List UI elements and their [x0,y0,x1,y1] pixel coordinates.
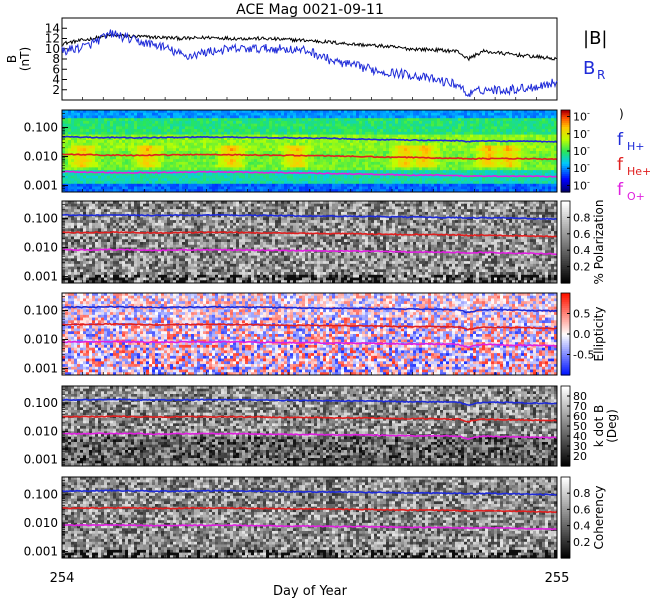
panel5-y-tick-label: 0.001 [24,453,58,467]
spectrogram-panel-3: 0.001 0.010 0.100 0.2 0.4 0.6 0.8 [24,201,591,284]
legend-freq-1-sub: He+ [627,165,650,178]
panel3-colorbar-tick-label: 0.4 [573,244,591,257]
panel2-colorbar-tick-label: 10 [573,128,587,141]
panel6-colorbar-tick-label: 0.6 [573,503,591,516]
panel2-colorbar-tick-label: 10 [573,179,587,192]
panel5-colorbar-tick-label: 80 [573,390,587,403]
x-tick-label: 254 [50,571,75,586]
panel5-y-tick-label: 0.010 [24,424,58,438]
legend-freq-2: f [617,180,624,200]
panel6-colorbar: 0.2 0.4 0.6 0.8 [561,477,591,559]
panel6-y-tick-label: 0.010 [24,516,58,530]
b-y-axis-label: B (nT) [5,47,32,71]
ellipticity-colorbar-label: Ellipticity [592,307,606,362]
panel2-y-tick-label: 0.001 [24,179,58,193]
panel4-colorbar-tick-label: 0.5 [573,308,591,321]
panel3-y-tick-label: 0.100 [24,211,58,225]
panel6-colorbar-tick-label: 0.8 [573,487,591,500]
legend-b-total: |B| [583,28,607,49]
panel6-colorbar-tick-label: 0.4 [573,520,591,533]
b-y-tick-label: 14 [45,21,60,35]
legend-b-radial: B [583,58,595,79]
panel4-colorbar-tick-label: 0.0 [573,328,591,341]
b-panel-frame [62,18,557,100]
panel6-y-tick-label: 0.001 [24,545,58,559]
svg-text:B: B [5,55,19,63]
b-legend: |B| B R [583,28,607,82]
legend-b-radial-sub: R [597,68,605,82]
legend-freq-0: f [617,130,624,150]
panel2-y-tick-label: 0.010 [24,150,58,164]
x-axis-label: Day of Year [273,584,348,599]
panel3-y-tick-label: 0.001 [24,270,58,284]
panel6-colorbar-tick-label: 0.2 [573,536,591,549]
panel6-y-tick-label: 0.100 [24,487,58,501]
x-tick-label: 255 [545,571,570,586]
panel3-colorbar-tick-label: 0.8 [573,211,591,224]
kdotb-colorbar-label: k dot B (Deg) [592,405,619,447]
panel2-colorbar-tick-label: 10 [573,162,587,175]
legend-freq-0-sub: H+ [627,140,645,153]
panel3-colorbar-tick-label: 0.6 [573,228,591,241]
panel3-colorbar-tick-label: 0.2 [573,261,591,274]
panel4-colorbar: -0.50.00.5 [561,293,594,376]
polarization-colorbar-label: % Polarization [592,200,606,285]
spectrogram-panel-6: 0.001 0.010 0.100 0.2 0.4 0.6 0.8 [24,477,591,559]
panel2-colorbar-tick-label: 10 [573,145,587,158]
panel2-colorbar: 10 10 10 10 10 [561,110,587,193]
panel2-y-tick-label: 0.100 [24,120,58,134]
panel3-colorbar: 0.2 0.4 0.6 0.8 [561,201,591,284]
panel2-colorbar-tick-label: 10 [573,111,587,124]
panel3-y-tick-label: 0.010 [24,241,58,255]
chart-title: ACE Mag 0021-09-11 [236,2,384,18]
panel4-y-tick-label: 0.010 [24,333,58,347]
panel4-y-tick-label: 0.100 [24,303,58,317]
legend-freq-2-sub: O+ [627,190,645,203]
panel5-y-tick-label: 0.100 [24,396,58,410]
panel4-y-tick-label: 0.001 [24,362,58,376]
coherency-colorbar-label: Coherency [592,485,606,549]
frequency-legend: f H+f He+f O+ [617,130,650,203]
legend-freq-1: f [617,155,624,175]
svg-text:(nT): (nT) [18,47,32,71]
